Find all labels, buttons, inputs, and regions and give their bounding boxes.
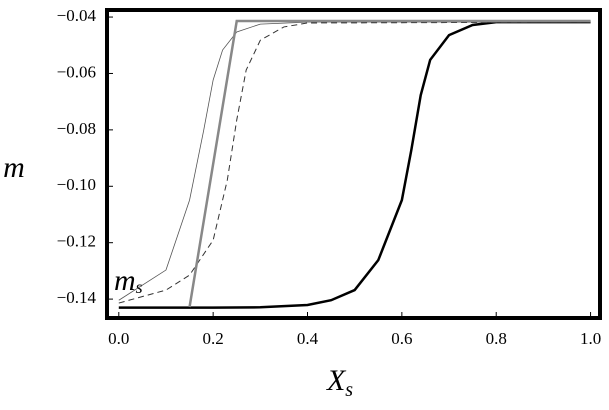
x-tick-label: 0.0 [108,329,129,348]
y-tick-label: −0.14 [57,288,97,307]
x-axis-label-sub: s [345,379,353,401]
line [118,20,591,309]
annotation: ms [114,264,143,297]
y-tick-label: −0.06 [57,62,96,81]
x-tick-label: 0.4 [297,329,319,348]
y-axis-label: m [3,151,25,184]
x-tick-label: 0.6 [391,329,412,348]
y-tick-label: −0.12 [57,232,96,251]
y-tick-label: −0.10 [57,175,96,194]
annotation-main: m [114,264,136,297]
x-axis-label-main: X [326,364,347,397]
x-tick-label: 0.8 [486,329,507,348]
line [118,21,591,301]
line [118,21,591,304]
x-tick-label: 0.2 [203,329,224,348]
y-tick-label: −0.08 [57,119,96,138]
line [188,19,591,308]
x-axis-label: Xs [326,364,353,401]
plot-frame [105,8,602,320]
x-tick-label: 1.0 [580,329,601,348]
y-tick-label: −0.04 [57,6,97,25]
